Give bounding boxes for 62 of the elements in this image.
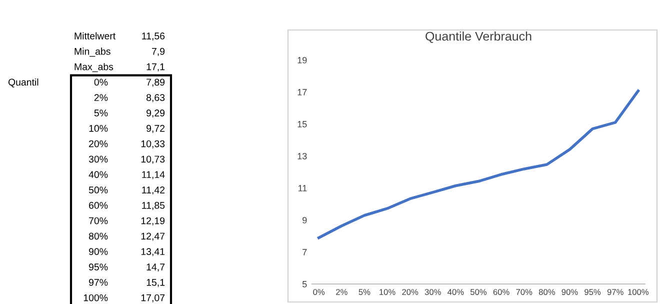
category-label: 2% [94,94,108,101]
text: 10,33 [141,140,165,148]
x-tick-label: 2% [336,289,348,295]
x-tick-label: 40% [448,289,464,295]
category-label: 0% [94,78,108,86]
y-tick-label: 9 [302,216,307,224]
x-tick-label: 20% [402,289,418,295]
text: 14,7 [146,264,165,272]
x-tick-label: 70% [516,289,532,295]
category-label: 70% [89,217,108,224]
text: 7,9 [152,48,165,56]
x-tick-label: 90% [562,289,578,295]
text: 11,85 [142,202,165,210]
y-tick-label: 15 [298,121,307,128]
category-label: 90% [89,248,108,256]
text: Quantil [8,78,38,88]
x-tick-label: 80% [538,289,555,295]
category-label: 10% [89,124,108,132]
category-label: 97% [89,278,108,286]
x-tick-label: 100% [628,289,649,295]
text: 12,19 [141,217,165,226]
y-tick-label: 11 [298,185,307,192]
y-tick-label: 19 [298,56,307,64]
text: 7,89 [146,78,165,87]
text: 13,41 [141,248,165,256]
y-tick-label: 17 [298,89,307,96]
category-label: 60% [89,202,108,209]
text: Mittelwert [74,32,116,40]
y-tick-label: 13 [298,152,307,160]
category-label: 95% [89,264,108,270]
chart-title: Quantile Verbrauch [426,31,532,43]
text: 15,1 [146,279,165,287]
text: 17,07 [141,294,165,302]
x-tick-label: 50% [470,289,487,295]
text: 10,73 [141,156,165,164]
y-tick-label: 7 [302,249,307,256]
text: 9,72 [146,124,165,133]
x-tick-label: 5% [358,289,370,295]
category-label: 20% [89,140,108,148]
category-label: 100% [84,294,108,302]
text: 11,42 [142,186,165,195]
text: 11,56 [142,32,165,41]
text: Min_abs [74,48,110,57]
text: 11,14 [142,171,165,180]
x-tick-label: 30% [424,289,441,295]
text: 9,29 [146,110,165,118]
x-tick-label: 60% [493,289,510,295]
category-label: 5% [94,110,108,116]
text: 12,47 [141,232,165,241]
text: 8,63 [146,94,165,102]
text: Max_abs [74,63,114,72]
x-tick-label: 97% [607,289,624,295]
category-label: 30% [88,156,108,163]
x-tick-label: 95% [584,289,601,295]
category-label: 40% [88,171,108,178]
x-tick-label: 0% [313,289,325,295]
text: 17,1 [146,63,165,72]
x-tick-label: 10% [380,289,396,295]
category-label: 50% [88,186,108,194]
line-series [317,89,640,240]
y-tick-label: 5 [302,281,307,288]
category-label: 80% [88,232,108,240]
